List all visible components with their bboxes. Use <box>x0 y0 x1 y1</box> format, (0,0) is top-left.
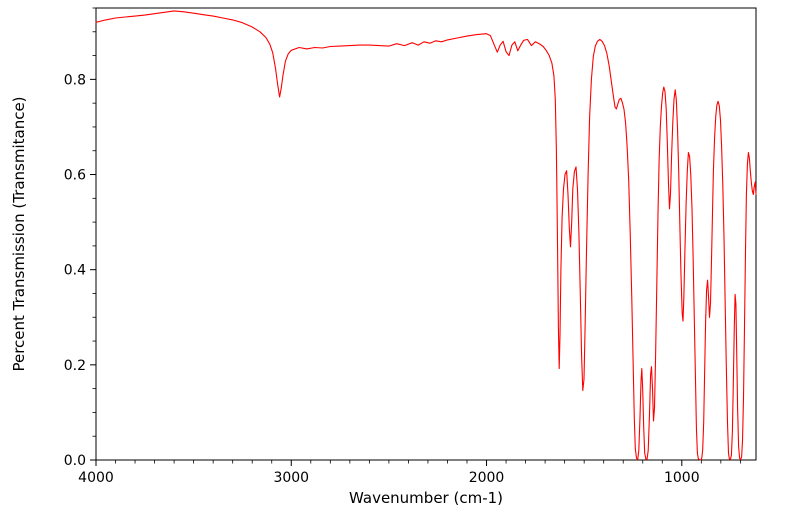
y-axis-label: Percent Transmission (Transmitance) <box>10 96 28 371</box>
axes-group: 4000 3000 2000 1000 0.0 0.2 0.4 0.6 0.8 <box>64 7 757 486</box>
x-axis-label: Wavenumber (cm-1) <box>349 489 503 507</box>
y-tick-label: 0.2 <box>64 358 86 374</box>
axes-frame <box>95 7 757 461</box>
x-tick-label: 3000 <box>273 470 309 486</box>
y-tick-label: 0.0 <box>64 453 86 469</box>
y-tick-label: 0.8 <box>64 72 86 88</box>
x-tick-label: 2000 <box>469 470 505 486</box>
spectrum-line <box>95 10 757 461</box>
x-tick-label: 4000 <box>78 470 114 486</box>
y-tick-label: 0.6 <box>64 168 86 184</box>
x-tick-label: 1000 <box>664 470 700 486</box>
y-tick-label: 0.4 <box>64 263 86 279</box>
